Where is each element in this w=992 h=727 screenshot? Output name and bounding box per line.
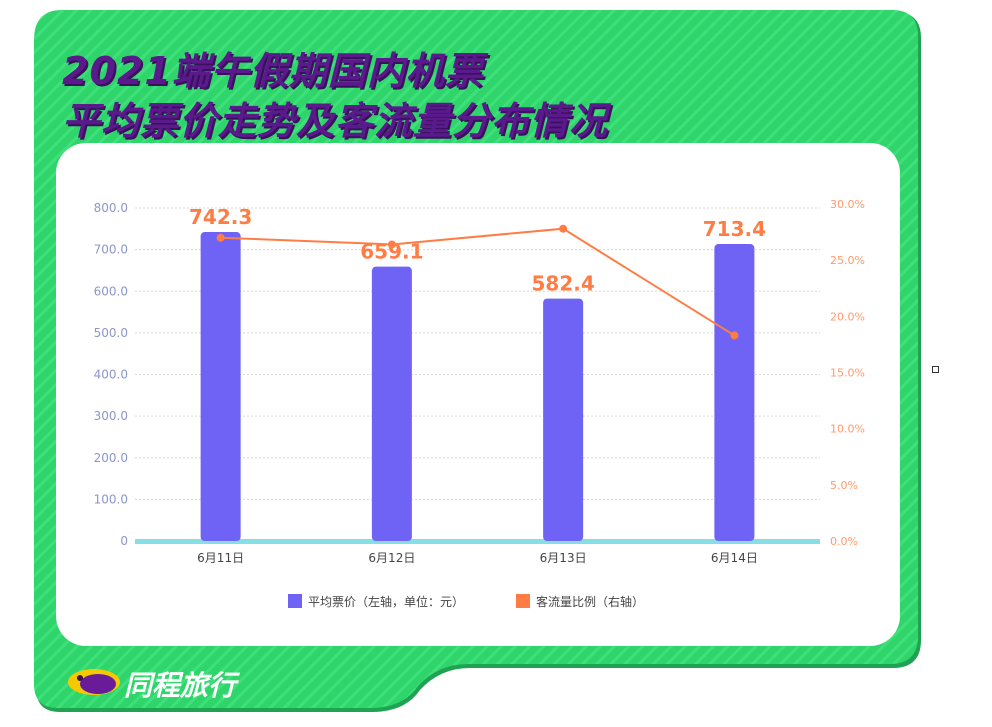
line-point [559, 224, 568, 233]
line-point [730, 331, 739, 340]
category-label: 6月14日 [711, 551, 758, 565]
left-tick-label: 800.0 [94, 201, 128, 215]
left-tick-label: 700.0 [94, 243, 128, 257]
line-point [216, 233, 225, 242]
right-tick-label: 30.0% [830, 198, 865, 211]
bar [543, 298, 584, 541]
left-tick-label: 400.0 [94, 368, 128, 382]
left-tick-label: 500.0 [94, 326, 128, 340]
legend-swatch-bar [288, 594, 302, 608]
category-label: 6月12日 [368, 551, 415, 565]
left-tick-label: 0 [120, 534, 128, 548]
category-label: 6月13日 [540, 551, 587, 565]
left-axis: 0 100.0 200.0 300.0 400.0 500.0 600.0 700.0 800.… [94, 201, 128, 548]
legend-label-line: 客流量比例（右轴） [536, 594, 644, 609]
right-tick-label: 20.0% [830, 310, 865, 323]
bar-value-label: 713.4 [703, 217, 766, 241]
right-tick-label: 5.0% [830, 479, 858, 492]
bar-value-label: 582.4 [531, 272, 594, 296]
x-axis-baseline [135, 539, 820, 544]
line-path [220, 227, 735, 337]
legend-label-bar: 平均票价（左轴，单位：元） [308, 594, 464, 609]
legend: 平均票价（左轴，单位：元） 客流量比例（右轴） [288, 594, 644, 609]
left-tick-label: 100.0 [94, 492, 128, 506]
line-point [387, 240, 396, 249]
left-tick-label: 300.0 [94, 409, 128, 423]
right-tick-label: 15.0% [830, 367, 865, 380]
chart-card [56, 143, 900, 646]
resize-handle[interactable] [932, 366, 939, 373]
category-label: 6月11日 [197, 551, 244, 565]
brand-logo-icon [68, 669, 120, 695]
right-tick-label: 0.0% [830, 535, 858, 548]
left-tick-label: 600.0 [94, 284, 128, 298]
bar [714, 244, 755, 542]
page-title-line-1: 2021端午假期国内机票 [62, 49, 484, 93]
bar [371, 266, 412, 541]
legend-swatch-line [516, 594, 530, 608]
right-tick-label: 10.0% [830, 423, 865, 436]
left-tick-label: 200.0 [94, 451, 128, 465]
page-title-line-2: 平均票价走势及客流量分布情况 [62, 99, 609, 143]
right-tick-label: 25.0% [830, 254, 865, 267]
brand-name: 同程旅行 [124, 669, 237, 702]
line-series [216, 224, 739, 340]
right-axis: 0.0% 5.0% 10.0% 15.0% 20.0% 25.0% 30.0% [830, 198, 865, 548]
category-axis: 6月11日 6月12日 6月13日 6月14日 [197, 551, 758, 565]
bar [200, 232, 241, 541]
bar-value-label: 742.3 [189, 205, 252, 229]
